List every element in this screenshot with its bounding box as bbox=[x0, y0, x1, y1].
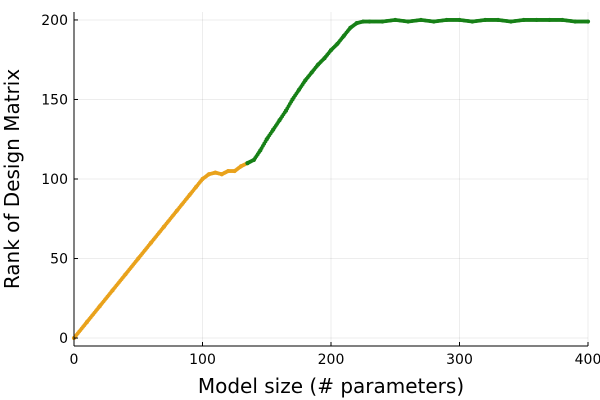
data-point bbox=[444, 17, 449, 23]
data-point bbox=[495, 17, 501, 23]
data-point bbox=[418, 17, 424, 23]
data-point bbox=[187, 192, 192, 198]
data-point bbox=[245, 160, 250, 166]
data-point bbox=[361, 19, 366, 24]
data-point bbox=[213, 170, 218, 175]
data-point bbox=[277, 118, 282, 123]
y-tick-label: 100 bbox=[41, 172, 68, 188]
data-point bbox=[483, 17, 488, 23]
data-point bbox=[161, 224, 167, 229]
data-point bbox=[110, 288, 115, 293]
data-point bbox=[585, 19, 591, 24]
y-axis-label: Rank of Design Matrix bbox=[0, 69, 24, 290]
data-point bbox=[296, 87, 301, 93]
data-point bbox=[547, 17, 552, 23]
data-point bbox=[271, 127, 276, 132]
data-point bbox=[328, 48, 334, 53]
data-point bbox=[258, 148, 263, 153]
data-point bbox=[322, 56, 327, 61]
data-point bbox=[367, 19, 372, 24]
x-tick-label: 200 bbox=[318, 352, 345, 368]
y-tick-label: 50 bbox=[50, 252, 68, 268]
data-point bbox=[303, 78, 308, 83]
data-point bbox=[84, 320, 89, 325]
data-point bbox=[290, 97, 295, 102]
data-point bbox=[393, 17, 398, 23]
x-tick-label: 300 bbox=[446, 352, 473, 368]
data-point bbox=[348, 25, 353, 31]
data-point bbox=[200, 176, 205, 182]
data-point bbox=[251, 157, 256, 163]
data-point bbox=[232, 168, 237, 174]
data-point bbox=[316, 62, 321, 67]
ticks: 0 100 200 300 400 0 50 100 150 200 bbox=[41, 13, 600, 368]
data-point bbox=[309, 70, 314, 75]
data-point bbox=[380, 19, 385, 24]
data-point bbox=[226, 168, 231, 174]
x-tick-label: 0 bbox=[70, 352, 79, 368]
data-point bbox=[149, 240, 154, 245]
data-point bbox=[206, 172, 212, 177]
data-point bbox=[406, 19, 411, 24]
data-point bbox=[283, 108, 289, 113]
data-point bbox=[219, 172, 224, 177]
data-point bbox=[136, 256, 141, 261]
data-point bbox=[560, 17, 565, 23]
data-point bbox=[193, 184, 199, 190]
data-point bbox=[335, 41, 340, 46]
data-point bbox=[521, 17, 526, 23]
series-1 bbox=[245, 17, 591, 166]
x-tick-label: 400 bbox=[575, 352, 600, 368]
data-point bbox=[457, 17, 462, 23]
data-point bbox=[431, 19, 436, 24]
data-point bbox=[470, 19, 475, 24]
y-tick-label: 200 bbox=[41, 13, 68, 29]
data-series bbox=[71, 17, 591, 341]
y-tick-label: 150 bbox=[41, 92, 68, 108]
data-point bbox=[264, 137, 269, 142]
x-axis-label: Model size (# parameters) bbox=[198, 374, 464, 398]
series-0 bbox=[71, 160, 250, 341]
data-point bbox=[341, 33, 346, 38]
data-point bbox=[508, 19, 513, 24]
x-tick-label: 100 bbox=[189, 352, 216, 368]
data-point bbox=[534, 17, 539, 23]
data-point bbox=[238, 164, 244, 169]
grid bbox=[73, 12, 589, 346]
data-point bbox=[174, 208, 179, 213]
data-point bbox=[573, 19, 578, 24]
y-tick-label: 0 bbox=[59, 331, 68, 347]
data-point bbox=[354, 21, 359, 26]
data-point bbox=[97, 304, 102, 309]
data-point bbox=[123, 272, 128, 277]
